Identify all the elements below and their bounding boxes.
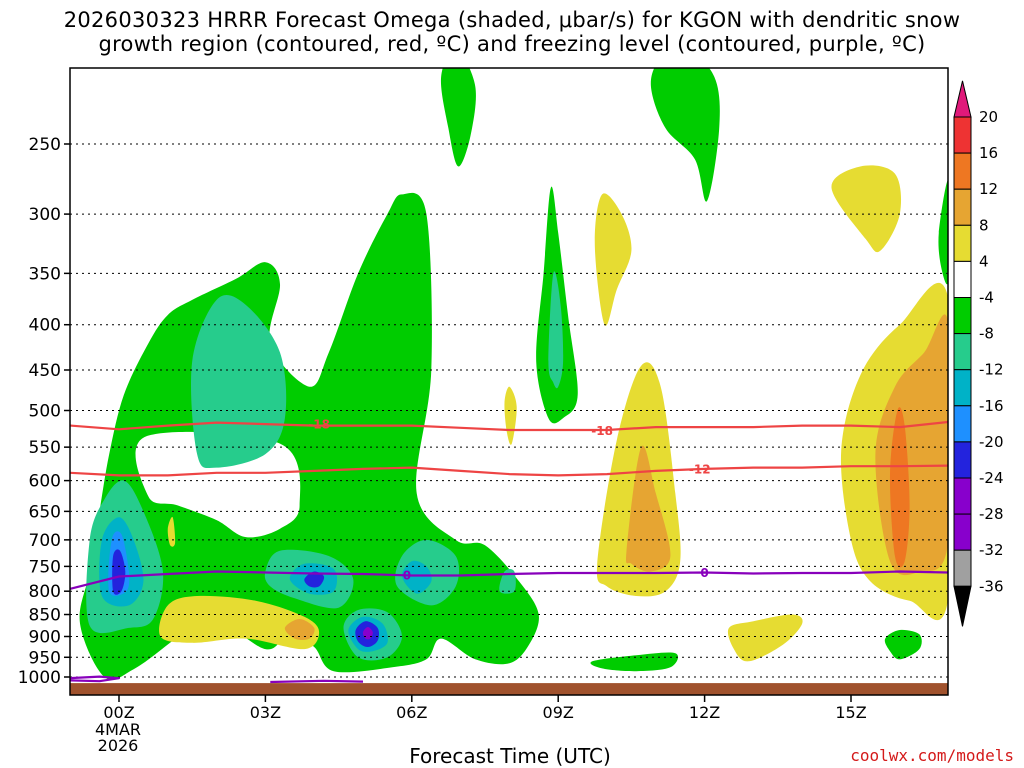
- colorbar-bin-12_to_16: [953, 152, 972, 190]
- colorbar-label-16: 16: [979, 144, 998, 162]
- y-tick-label-450: 450: [29, 361, 61, 381]
- omega-region-lift-core-00z-blue: [112, 549, 126, 595]
- colorbar-label--32: -32: [979, 541, 1004, 559]
- date-year: 2026: [97, 736, 139, 755]
- x-tick-label-09Z: 09Z: [543, 703, 574, 722]
- colorbar-label--36: -36: [979, 577, 1004, 595]
- y-axis: 2503003504004505005506006507007508008509…: [18, 135, 70, 688]
- omega-region-upward-motion-17z-edge: [938, 179, 948, 285]
- omega-region-upward-motion-16z-low: [884, 629, 922, 660]
- contour-label-dgz-minus12-0: -12: [689, 462, 711, 476]
- contour-freezing-level-0c: [70, 570, 948, 590]
- contour-label-dgz-minus18-1: -18: [591, 424, 613, 438]
- contour-label-freezing-level-0c-0: 0: [403, 569, 411, 583]
- colorbar-bin-_36_to_32: [953, 549, 972, 587]
- colorbar-bin-_4_to_4: [953, 260, 972, 298]
- omega-region-upward-motion-07z-aloft: [440, 68, 476, 167]
- colorbar-bin-8_to_12: [953, 188, 972, 226]
- colorbar-label--24: -24: [979, 469, 1004, 487]
- title-line-2: growth region (contoured, red, ºC) and f…: [98, 32, 926, 56]
- colorbar-label-20: 20: [979, 108, 998, 126]
- omega-region-sinking-08z-small: [504, 386, 517, 445]
- omega-region-upward-motion-12z-aloft: [650, 68, 720, 202]
- colorbar-label-4: 4: [979, 252, 989, 270]
- omega-region-clear-slot-00z-03z: [135, 431, 301, 538]
- colorbar-label--28: -28: [979, 505, 1004, 523]
- title-line-1: 2026030323 HRRR Forecast Omega (shaded, …: [63, 8, 961, 32]
- y-tick-label-600: 600: [29, 472, 61, 492]
- colorbar-label-8: 8: [979, 216, 989, 234]
- contour-label-freezing-level-0c-1: 0: [700, 566, 708, 580]
- omega-region-lift-core-06z-cyan: [401, 560, 432, 594]
- omega-region-sinking-03z-low: [159, 595, 320, 650]
- omega-region-sinking-01z-tiny: [167, 516, 176, 547]
- x-axis-label: Forecast Time (UTC): [409, 744, 611, 768]
- colorbar-bin-_24_to_20: [953, 441, 972, 479]
- colorbar-bin-16_to_20: [953, 116, 972, 154]
- omega-region-upward-motion-09z-core: [548, 271, 564, 389]
- x-tick-label-00Z: 00Z: [103, 703, 134, 722]
- y-tick-label-400: 400: [29, 316, 61, 336]
- y-tick-label-550: 550: [29, 438, 61, 458]
- y-tick-label-650: 650: [29, 502, 61, 522]
- contour-dgz-minus12: [70, 464, 948, 477]
- colorbar-bin-4_to_8: [953, 224, 972, 262]
- plot-frame: [69, 67, 949, 696]
- y-tick-label-250: 250: [29, 135, 61, 155]
- omega-region-lift-core-04z-blue: [304, 571, 325, 588]
- y-tick-label-950: 950: [29, 648, 61, 668]
- y-tick-label-300: 300: [29, 205, 61, 225]
- colorbar-label--20: -20: [979, 433, 1004, 451]
- temperature-contours: -18 -18 -12 0 0: [70, 418, 948, 684]
- omega-region-sinking-16z-aloft: [831, 165, 902, 253]
- ground-layer: [70, 683, 948, 695]
- colorbar-bin-_20_to_16: [953, 405, 972, 443]
- ground-strip: [70, 683, 948, 695]
- y-tick-label-900: 900: [29, 627, 61, 647]
- contour-freezing-level-surface-loop: [70, 675, 121, 683]
- y-tick-label-700: 700: [29, 531, 61, 551]
- omega-region-upward-motion-11z-low: [590, 652, 679, 672]
- colorbar: 20 16 12 8 4 -4 -8 -12 -16 -20 -24 -28 -32 -36: [953, 80, 1004, 627]
- colorbar-bin-_16_to_12: [953, 369, 972, 407]
- colorbar-bin-_28_to_24: [953, 477, 972, 515]
- y-tick-label-800: 800: [29, 582, 61, 602]
- colorbar-label--16: -16: [979, 397, 1004, 415]
- omega-region-sinking-10z-aloft: [594, 193, 632, 326]
- colorbar-bin-_36: [953, 585, 972, 627]
- omega-region-enhanced-lift-02z: [190, 295, 287, 469]
- site-credit[interactable]: coolwx.com/models: [850, 746, 1014, 765]
- colorbar-label-12: 12: [979, 180, 998, 198]
- colorbar-bin-_12_to_8: [953, 333, 972, 371]
- x-tick-label-06Z: 06Z: [396, 703, 427, 722]
- contour-label-dgz-minus18-0: -18: [308, 418, 330, 432]
- y-tick-label-1000: 1000: [18, 668, 61, 688]
- contour-freezing-level-surface-05z: [270, 679, 364, 684]
- omega-region-sinking-13z-low: [727, 614, 803, 662]
- colorbar-label--8: -8: [979, 325, 994, 343]
- date-day: 4MAR: [94, 720, 142, 739]
- x-tick-label-12Z: 12Z: [689, 703, 720, 722]
- x-tick-label-03Z: 03Z: [250, 703, 281, 722]
- contour-dgz-minus18: [70, 420, 948, 432]
- y-tick-label-500: 500: [29, 402, 61, 422]
- y-tick-label-350: 350: [29, 264, 61, 284]
- colorbar-label--4: -4: [979, 289, 994, 307]
- colorbar-bin-_32_to_28: [953, 513, 972, 551]
- colorbar-bin-_20: [953, 80, 972, 118]
- x-tick-label-15Z: 15Z: [835, 703, 866, 722]
- x-axis: 00Z 03Z 06Z 09Z 12Z 15Z: [103, 695, 867, 722]
- y-tick-label-850: 850: [29, 606, 61, 626]
- colorbar-label--12: -12: [979, 361, 1004, 379]
- y-tick-label-750: 750: [29, 557, 61, 577]
- gridlines: [70, 143, 948, 678]
- omega-shading: [79, 68, 948, 680]
- omega-region-sinking-03z-orange: [284, 619, 315, 640]
- colorbar-bin-_8_to_4: [953, 297, 972, 335]
